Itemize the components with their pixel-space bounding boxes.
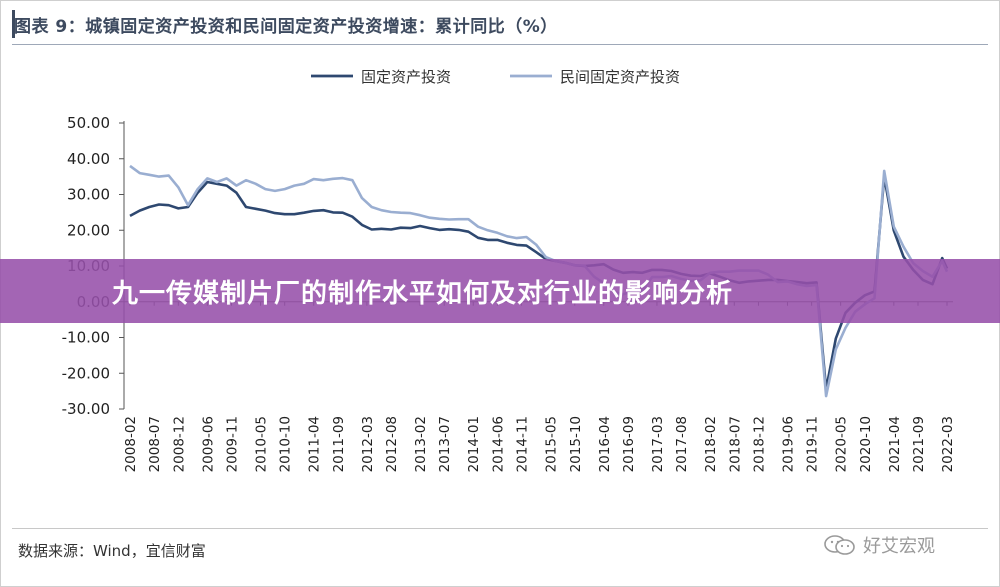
chart-title: 图表 9：城镇固定资产投资和民间固定资产投资增速：累计同比（%） xyxy=(14,17,558,37)
x-tick-label: 2015-10 xyxy=(568,416,584,472)
x-tick-label: 2021-09 xyxy=(911,416,927,472)
y-tick-label: -30.00 xyxy=(62,400,110,418)
watermark: 好艾宏观 xyxy=(823,532,935,558)
x-tick-label: 2017-08 xyxy=(674,416,690,472)
x-tick-label: 2018-07 xyxy=(727,416,743,472)
x-tick-label: 2008-02 xyxy=(123,416,139,472)
x-tick-label: 2014-11 xyxy=(515,416,531,472)
x-tick-label: 2012-03 xyxy=(360,416,376,472)
x-tick-label: 2011-04 xyxy=(307,416,323,472)
x-tick-label: 2012-08 xyxy=(384,416,400,472)
source-divider xyxy=(12,528,988,529)
x-tick-label: 2010-05 xyxy=(254,416,270,472)
y-tick-label: 50.00 xyxy=(67,114,110,132)
x-tick-label: 2013-07 xyxy=(437,416,453,472)
x-tick-label: 2014-06 xyxy=(490,416,506,472)
x-tick-label: 2022-03 xyxy=(940,416,956,472)
wechat-icon xyxy=(823,534,857,556)
title-accent-bar xyxy=(12,10,15,38)
y-tick-label: 40.00 xyxy=(67,150,110,168)
x-tick-label: 2019-11 xyxy=(805,416,821,472)
legend: 固定资产投资 民间固定资产投资 xyxy=(311,68,680,86)
source-note: 数据来源：Wind，宜信财富 xyxy=(18,542,206,560)
watermark-text: 好艾宏观 xyxy=(863,536,935,557)
x-tick-label: 2008-07 xyxy=(147,416,163,472)
y-tick-label: 30.00 xyxy=(67,186,110,204)
x-tick-label: 2014-01 xyxy=(466,416,482,472)
x-tick-label: 2020-05 xyxy=(834,416,850,472)
x-tick-label: 2011-09 xyxy=(331,416,347,472)
title-divider xyxy=(12,44,988,45)
legend-label-1: 固定资产投资 xyxy=(361,68,451,86)
y-tick-label: -10.00 xyxy=(62,329,110,347)
y-tick-label: 20.00 xyxy=(67,221,110,239)
x-tick-label: 2016-09 xyxy=(621,416,637,472)
y-tick-label: -20.00 xyxy=(62,364,110,382)
x-tick-label: 2016-04 xyxy=(597,416,613,472)
x-tick-label: 2020-10 xyxy=(858,416,874,472)
x-tick-label: 2017-03 xyxy=(650,416,666,472)
x-tick-label: 2015-05 xyxy=(544,416,560,472)
x-tick-label: 2021-04 xyxy=(887,416,903,472)
x-tick-label: 2013-02 xyxy=(413,416,429,472)
x-tick-label: 2008-12 xyxy=(171,416,187,472)
x-tick-label: 2010-10 xyxy=(278,416,294,472)
x-tick-label: 2018-12 xyxy=(751,416,767,472)
x-tick-label: 2009-06 xyxy=(200,416,216,472)
x-tick-label: 2019-06 xyxy=(780,416,796,472)
x-tick-label: 2018-02 xyxy=(703,416,719,472)
title-banner: 九一传媒制片厂的制作水平如何及对行业的影响分析 xyxy=(0,259,1000,323)
x-tick-label: 2009-11 xyxy=(225,416,241,472)
banner-headline: 九一传媒制片厂的制作水平如何及对行业的影响分析 xyxy=(112,278,734,309)
legend-label-2: 民间固定资产投资 xyxy=(560,68,680,86)
